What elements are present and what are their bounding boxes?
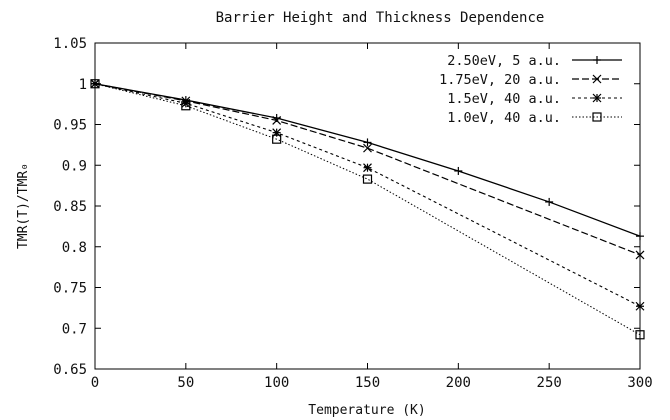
y-tick-label: 0.95 bbox=[53, 118, 87, 134]
legend-label: 1.75eV, 20 a.u. bbox=[439, 72, 561, 88]
legend-item: 1.5eV, 40 a.u. bbox=[447, 91, 622, 107]
y-tick-label: 0.9 bbox=[62, 158, 87, 174]
legend-label: 1.0eV, 40 a.u. bbox=[447, 110, 561, 126]
series-line-4 bbox=[94, 83, 641, 336]
x-tick-label: 200 bbox=[446, 375, 471, 391]
x-tick-label: 0 bbox=[91, 375, 99, 391]
y-tick-label: 0.8 bbox=[62, 240, 87, 256]
y-axis-label: TMR(T)/TMR₀ bbox=[16, 163, 31, 249]
chart-title: Barrier Height and Thickness Dependence bbox=[216, 10, 545, 26]
data-point-series-2 bbox=[635, 250, 645, 260]
legend-item: 1.75eV, 20 a.u. bbox=[439, 72, 622, 88]
x-tick-label: 100 bbox=[264, 375, 289, 391]
legend-marker bbox=[592, 74, 602, 84]
data-point-series-1 bbox=[636, 232, 644, 241]
legend-item: 1.0eV, 40 a.u. bbox=[447, 110, 622, 126]
data-point-series-4 bbox=[181, 101, 191, 111]
data-point-series-3 bbox=[181, 98, 191, 108]
data-point-series-3 bbox=[635, 301, 645, 311]
y-tick-label: 0.65 bbox=[53, 362, 87, 378]
data-point-series-2 bbox=[272, 116, 282, 125]
data-point-series-1 bbox=[454, 166, 463, 175]
y-tick-label: 0.85 bbox=[53, 199, 87, 215]
data-point-series-1 bbox=[545, 197, 554, 206]
legend-marker bbox=[592, 93, 602, 103]
legend-label: 1.5eV, 40 a.u. bbox=[447, 91, 561, 107]
x-tick-label: 50 bbox=[177, 375, 194, 391]
data-point-series-1 bbox=[363, 138, 372, 147]
data-point-series-4 bbox=[90, 79, 100, 89]
x-tick-label: 300 bbox=[627, 375, 652, 391]
series-layer bbox=[90, 79, 645, 340]
x-tick-label: 250 bbox=[537, 375, 562, 391]
legend-marker bbox=[593, 56, 601, 64]
data-point-series-4 bbox=[272, 134, 282, 144]
legend-marker bbox=[592, 112, 602, 122]
y-tick-label: 1.05 bbox=[53, 36, 87, 52]
x-tick-label: 150 bbox=[355, 375, 380, 391]
data-point-series-4 bbox=[635, 330, 645, 340]
data-point-series-2 bbox=[363, 143, 372, 153]
y-tick-label: 1 bbox=[79, 77, 87, 93]
legend-label: 2.50eV, 5 a.u. bbox=[447, 53, 561, 69]
data-point-series-4 bbox=[362, 174, 373, 184]
y-tick-label: 0.75 bbox=[53, 281, 87, 297]
axis-ticks: 0 50 100 150 200 250 300 0.65 0.7 0.75 0.8 0.85 0.9 0… bbox=[53, 36, 652, 391]
legend-item: 2.50eV, 5 a.u. bbox=[447, 53, 622, 69]
legend: 2.50eV, 5 a.u. 1.75eV, 20 a.u. 1.5eV, 40 a… bbox=[439, 53, 622, 126]
x-axis-label: Temperature (K) bbox=[308, 403, 425, 418]
y-tick-label: 0.7 bbox=[62, 321, 87, 337]
data-point-series-3 bbox=[363, 163, 372, 173]
